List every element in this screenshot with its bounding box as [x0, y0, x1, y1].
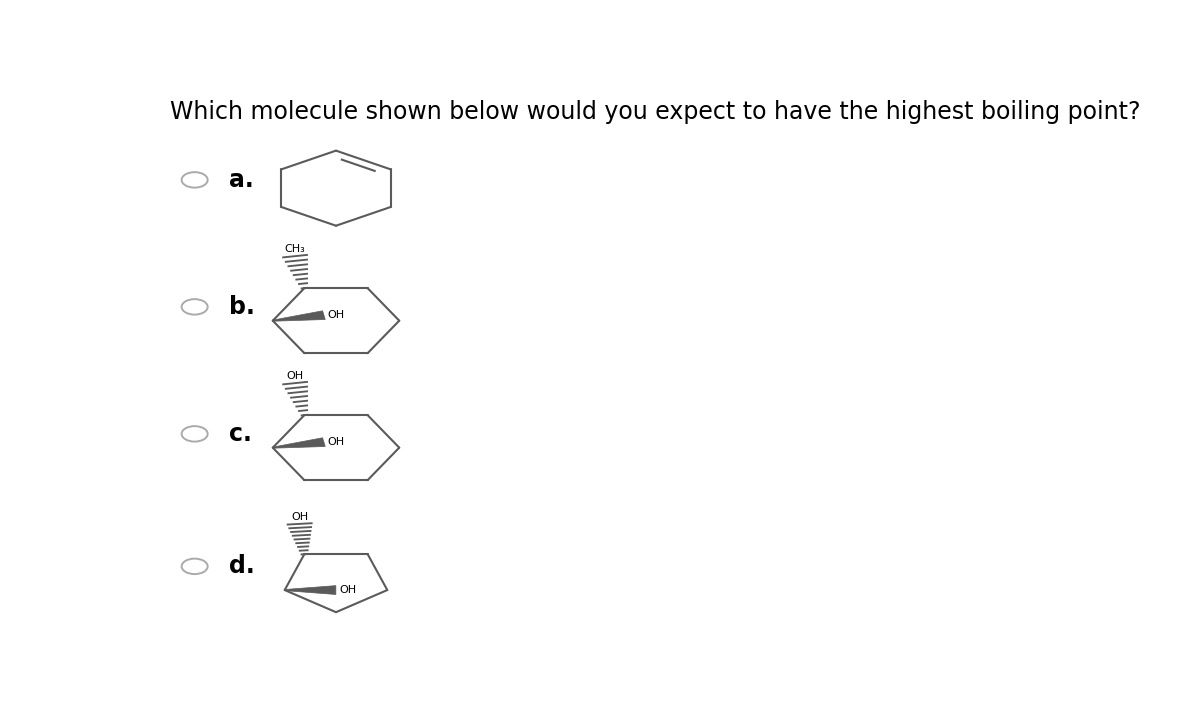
Text: OH: OH: [340, 585, 356, 595]
Text: OH: OH: [287, 371, 304, 381]
Polygon shape: [272, 438, 325, 448]
Text: OH: OH: [328, 310, 344, 320]
Text: d.: d.: [229, 554, 254, 579]
Text: Which molecule shown below would you expect to have the highest boiling point?: Which molecule shown below would you exp…: [170, 100, 1141, 124]
Polygon shape: [272, 310, 325, 321]
Text: c.: c.: [229, 422, 252, 446]
Polygon shape: [284, 586, 336, 594]
Text: CH₃: CH₃: [284, 244, 306, 254]
Text: OH: OH: [292, 512, 308, 522]
Text: OH: OH: [328, 437, 344, 447]
Text: b.: b.: [229, 295, 254, 319]
Text: a.: a.: [229, 168, 254, 192]
